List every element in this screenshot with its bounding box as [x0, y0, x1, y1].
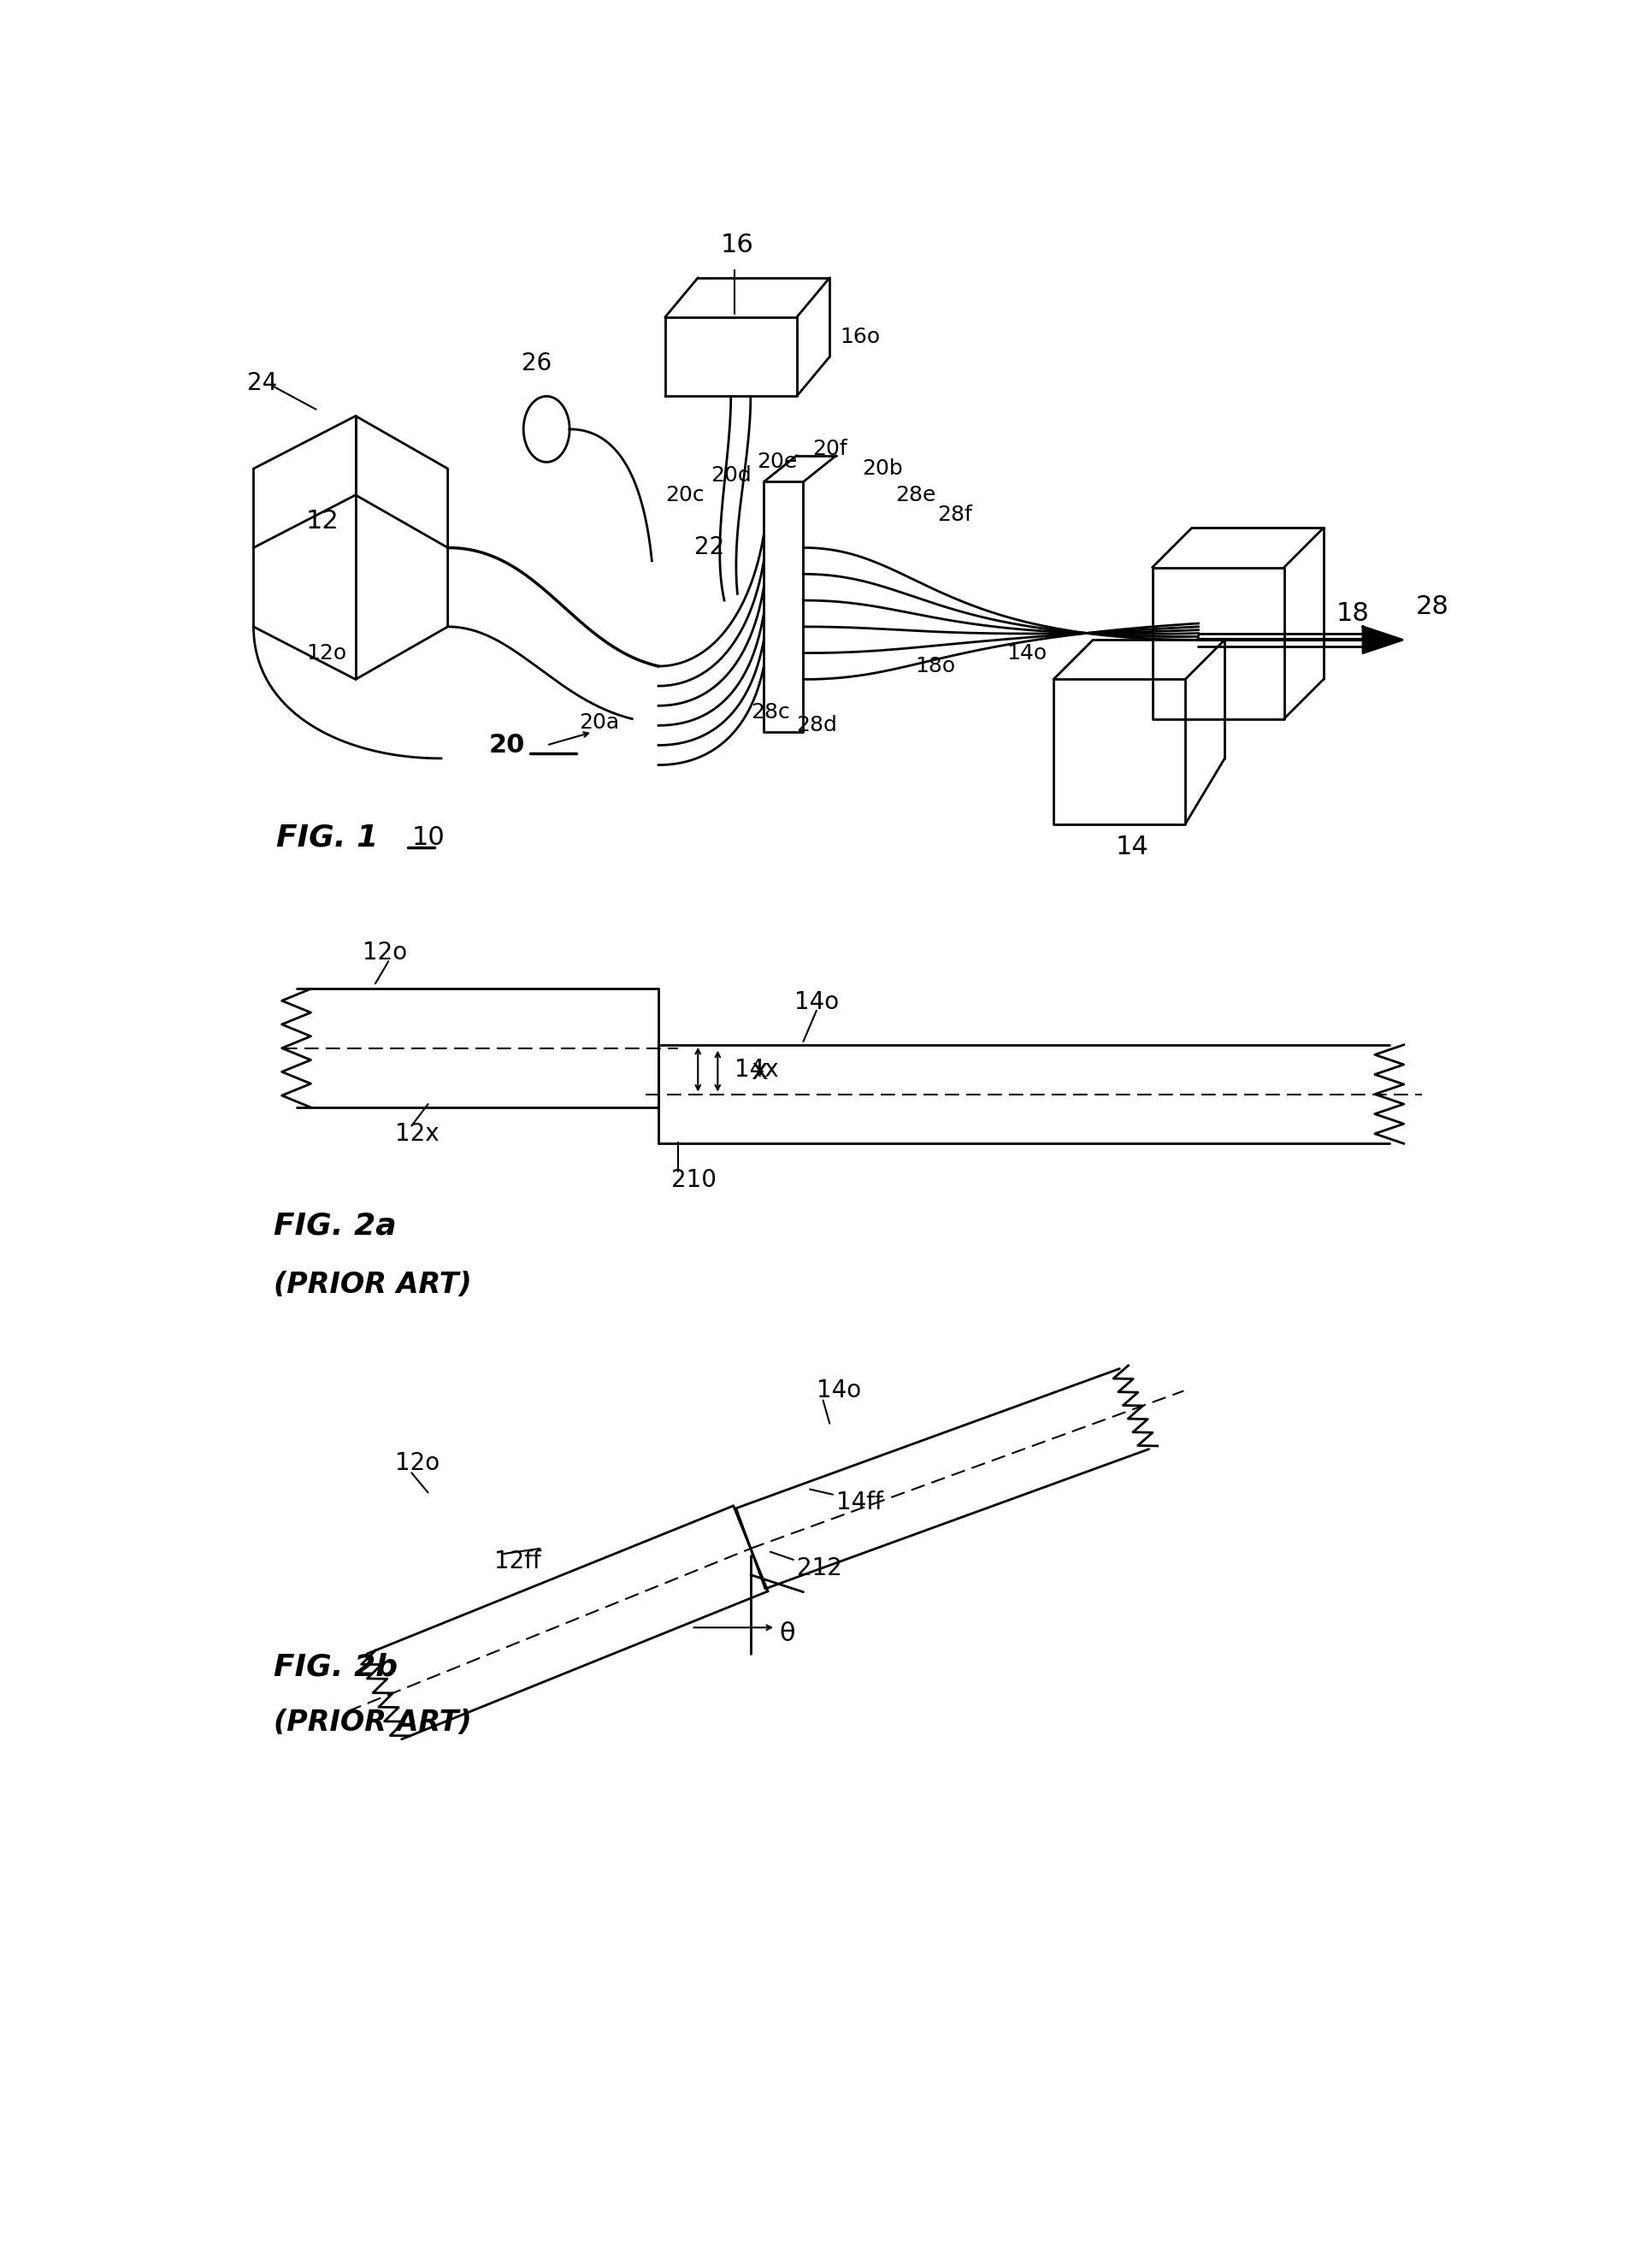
Text: 212: 212 [796, 1557, 841, 1581]
Text: 12x: 12x [395, 1122, 439, 1146]
Text: FIG. 2b: FIG. 2b [273, 1653, 396, 1682]
Text: 26: 26 [522, 352, 552, 375]
Text: 10: 10 [411, 825, 444, 850]
Text: 14ff: 14ff [836, 1489, 882, 1514]
Text: 210: 210 [671, 1169, 717, 1191]
Text: (PRIOR ART): (PRIOR ART) [273, 1709, 471, 1736]
Text: 20b: 20b [861, 458, 902, 480]
Text: FIG. 2a: FIG. 2a [273, 1211, 396, 1240]
Text: 20c: 20c [666, 484, 704, 505]
Text: 20: 20 [489, 733, 525, 758]
Text: 24: 24 [246, 370, 278, 395]
Text: 28f: 28f [937, 505, 971, 525]
Text: (PRIOR ART): (PRIOR ART) [273, 1272, 471, 1299]
Text: 14o: 14o [793, 989, 838, 1014]
Text: 12o: 12o [306, 644, 347, 664]
Text: 28e: 28e [894, 484, 935, 505]
Text: 28: 28 [1414, 594, 1449, 619]
Text: 16: 16 [720, 233, 753, 258]
Text: 20d: 20d [710, 464, 752, 484]
Text: 12o: 12o [395, 1451, 439, 1476]
Text: 28c: 28c [750, 702, 790, 722]
Text: FIG. 1: FIG. 1 [276, 823, 378, 852]
Text: 20f: 20f [811, 440, 846, 460]
Text: 14: 14 [1115, 834, 1148, 859]
Text: θ: θ [778, 1622, 795, 1646]
Text: 18: 18 [1336, 601, 1370, 626]
Polygon shape [1363, 626, 1403, 653]
Text: 14x: 14x [733, 1059, 778, 1081]
Text: 22: 22 [694, 536, 724, 561]
Text: 12o: 12o [362, 940, 406, 964]
Text: 16o: 16o [839, 327, 879, 348]
Text: 20e: 20e [757, 451, 796, 473]
Text: 14o: 14o [816, 1379, 861, 1402]
Text: 14o: 14o [1006, 644, 1046, 664]
Text: x: x [750, 1056, 767, 1086]
Text: 12ff: 12ff [494, 1550, 540, 1575]
Text: 18o: 18o [914, 655, 955, 677]
Text: 12: 12 [306, 509, 339, 534]
Text: 20a: 20a [578, 711, 620, 733]
Text: 28d: 28d [796, 716, 836, 736]
